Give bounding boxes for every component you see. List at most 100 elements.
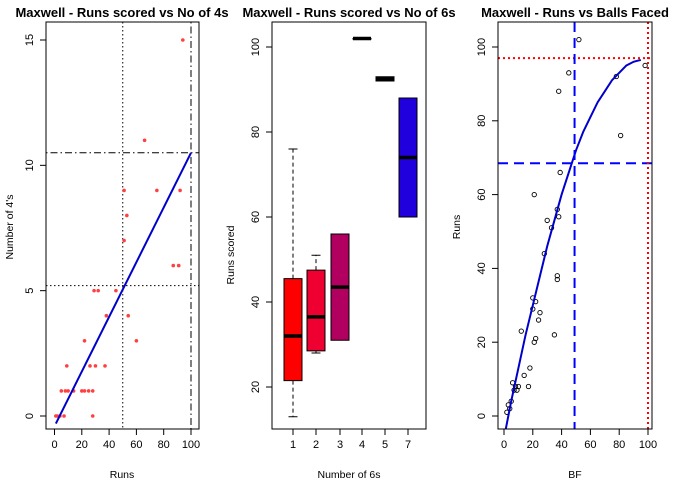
panel2-xtick-label: 5 bbox=[382, 439, 388, 451]
panel1-data-point bbox=[93, 364, 98, 368]
panel2-box bbox=[283, 278, 303, 382]
panel3-data-point bbox=[531, 191, 537, 198]
panel3-data-point bbox=[527, 365, 533, 371]
panel-runs-vs-fours: Maxwell - Runs scored vs No of 4s Runs N… bbox=[4, 5, 229, 481]
panel3-data-point bbox=[521, 372, 527, 379]
panel3-data-point bbox=[525, 383, 532, 390]
panel1-data-point bbox=[181, 38, 185, 42]
panel3-data-point bbox=[576, 36, 582, 43]
panel1-x-label: Runs bbox=[110, 469, 135, 481]
panel3-data-point bbox=[537, 310, 543, 316]
panel3-data-point bbox=[557, 169, 563, 176]
panel3-data-point bbox=[535, 317, 542, 323]
panel3-data-point bbox=[551, 332, 558, 338]
panel3-x-label: BF bbox=[568, 469, 581, 481]
panel2-xtick-label: 1 bbox=[290, 439, 296, 451]
panel2-ytick-label: 20 bbox=[250, 381, 262, 393]
panel1-ytick-label: 0 bbox=[24, 413, 36, 419]
panel1-data-point bbox=[82, 389, 87, 393]
panel1-y-label: Number of 4's bbox=[4, 194, 16, 259]
panel1-data-point bbox=[178, 188, 182, 193]
panel1-xtick-label: 80 bbox=[158, 439, 170, 451]
panel1-data-point bbox=[90, 414, 95, 418]
panel1-data-point bbox=[92, 288, 96, 293]
panel1-title: Maxwell - Runs scored vs No of 4s bbox=[15, 5, 228, 20]
panel1-xtick-label: 100 bbox=[182, 439, 200, 451]
panel1-data-point bbox=[142, 138, 147, 143]
panel3-data-point bbox=[556, 214, 562, 220]
panel2-x-label: Number of 6s bbox=[317, 469, 380, 481]
panel3-ytick-label: 20 bbox=[476, 336, 488, 348]
panel1-data-point bbox=[171, 263, 176, 268]
panel3-data-point bbox=[554, 273, 560, 279]
panel2-xtick-label: 2 bbox=[313, 439, 319, 451]
panel1-data-point bbox=[122, 188, 126, 193]
panel2-y-label: Runs scored bbox=[225, 225, 237, 284]
panel2-ytick-label: 80 bbox=[250, 126, 262, 138]
panel3-ytick-label: 60 bbox=[476, 188, 488, 200]
panel2-xtick-label: 3 bbox=[337, 439, 343, 451]
panel2-ytick-label: 100 bbox=[250, 38, 262, 56]
panel2-xtick-label: 4 bbox=[359, 439, 365, 451]
panel3-data-point bbox=[544, 217, 550, 224]
panel1-plot-frame bbox=[45, 21, 200, 430]
panel1-data-point bbox=[104, 313, 109, 318]
panel3-xtick-label: 0 bbox=[501, 439, 507, 451]
panel3-xtick-label: 100 bbox=[639, 439, 657, 451]
panel3-y-label: Runs bbox=[451, 215, 463, 240]
panel1-data-point bbox=[66, 389, 70, 393]
panel3-ytick-label: 40 bbox=[476, 262, 488, 274]
panel1-xtick-label: 60 bbox=[130, 439, 142, 451]
panel1-fit-line bbox=[54, 152, 192, 424]
panel1-data-point bbox=[82, 339, 87, 343]
panel3-xtick-label: 20 bbox=[527, 439, 539, 451]
panel3-data-point bbox=[613, 73, 619, 80]
panel1-data-point bbox=[96, 288, 100, 293]
panel3-xtick-label: 60 bbox=[584, 439, 596, 451]
panel1-data-point bbox=[103, 364, 107, 368]
panel2-box bbox=[306, 269, 326, 352]
panel1-data-point bbox=[125, 213, 129, 218]
panel2-plot-frame bbox=[271, 21, 427, 430]
panel-runs-vs-sixes: Maxwell - Runs scored vs No of 6s Number… bbox=[225, 5, 456, 481]
panel3-fit-curve bbox=[504, 58, 642, 429]
panel3-plot-frame bbox=[497, 21, 653, 430]
panel1-xtick-label: 0 bbox=[51, 439, 57, 451]
panel3-xtick-label: 80 bbox=[613, 439, 625, 451]
panel3-data-point bbox=[556, 88, 562, 94]
panel3-ytick-label: 100 bbox=[476, 38, 488, 56]
panel3-title: Maxwell - Runs vs Balls Faced bbox=[481, 5, 669, 20]
panel2-ytick-label: 60 bbox=[250, 211, 262, 223]
panel1-data-point bbox=[114, 288, 118, 293]
panel1-data-point bbox=[126, 313, 131, 318]
panel1-data-point bbox=[59, 389, 64, 393]
panel3-ytick-label: 80 bbox=[476, 115, 488, 127]
panel3-data-point bbox=[554, 276, 560, 283]
panel1-xtick-label: 40 bbox=[103, 439, 115, 451]
panel3-ytick-label: 0 bbox=[476, 413, 488, 419]
panel2-ytick-label: 40 bbox=[250, 296, 262, 308]
panel1-data-point bbox=[62, 414, 66, 418]
panel2-xtick-label: 7 bbox=[405, 439, 411, 451]
panel3-data-point bbox=[533, 335, 539, 342]
panel1-ytick-label: 10 bbox=[24, 159, 36, 171]
panel1-data-point bbox=[155, 188, 159, 193]
panel3-data-point bbox=[566, 70, 572, 76]
panel3-data-point bbox=[515, 383, 522, 390]
panel1-ytick-label: 5 bbox=[24, 288, 36, 294]
panel2-title: Maxwell - Runs scored vs No of 6s bbox=[242, 5, 455, 20]
panel1-data-point bbox=[80, 389, 84, 393]
panel-runs-vs-balls-faced: Maxwell - Runs vs Balls Faced BF Runs 0 2… bbox=[451, 5, 669, 481]
panel1-data-point bbox=[176, 263, 181, 268]
panel1-data-point bbox=[134, 339, 139, 343]
panel1-data-point bbox=[122, 238, 126, 243]
panel3-data-point bbox=[518, 328, 524, 334]
panel1-xtick-label: 20 bbox=[76, 439, 88, 451]
panel3-data-point bbox=[617, 132, 624, 139]
panel3-data-point bbox=[642, 62, 648, 69]
panel1-data-point bbox=[88, 364, 92, 368]
panel1-data-point bbox=[86, 389, 91, 393]
panel1-data-point bbox=[63, 389, 68, 393]
panel1-data-point bbox=[90, 389, 95, 393]
